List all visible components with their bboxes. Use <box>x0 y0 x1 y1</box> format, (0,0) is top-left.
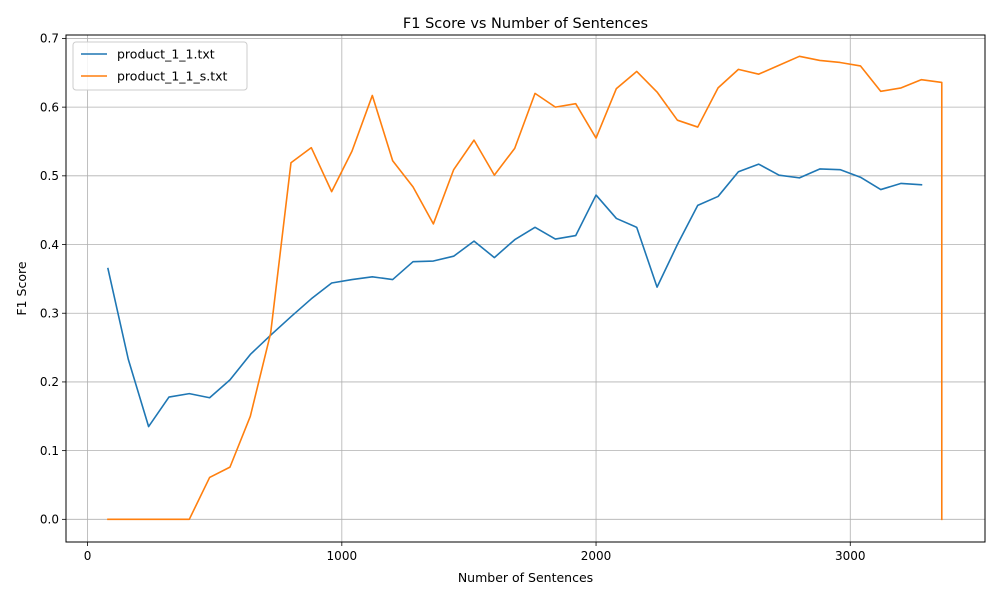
legend-label-product-1-1: product_1_1.txt <box>117 47 215 62</box>
y-axis-label: F1 Score <box>14 261 29 315</box>
x-axis-label: Number of Sentences <box>458 570 593 585</box>
y-tick-label: 0.6 <box>40 100 59 114</box>
x-axis-ticks: 0 1000 2000 3000 <box>84 542 866 563</box>
y-tick-label: 0.0 <box>40 513 59 527</box>
y-tick-label: 0.4 <box>40 238 59 252</box>
legend-box <box>72 41 248 91</box>
y-tick-label: 0.3 <box>40 307 59 321</box>
series-line-product-1-1 <box>106 163 923 428</box>
series-lines <box>106 55 943 521</box>
y-tick-label: 0.2 <box>40 375 59 389</box>
y-tick-label: 0.7 <box>40 32 59 46</box>
series-line-product-1-1-s <box>107 55 943 521</box>
x-tick-label: 0 <box>84 549 92 563</box>
y-tick-label: 0.5 <box>40 169 59 183</box>
y-tick-label: 0.1 <box>40 444 59 458</box>
legend-label-product-1-1-s: product_1_1_s.txt <box>117 69 228 84</box>
x-tick-label: 3000 <box>835 549 866 563</box>
x-tick-label: 2000 <box>581 549 612 563</box>
plot-frame <box>65 34 986 543</box>
chart-title: F1 Score vs Number of Sentences <box>403 16 648 32</box>
legend: product_1_1.txt product_1_1_s.txt <box>72 41 248 91</box>
x-tick-label: 1000 <box>327 549 358 563</box>
grid <box>66 35 985 542</box>
y-axis-ticks: 0.0 0.1 0.2 0.3 0.4 0.5 0.6 0.7 <box>40 32 66 527</box>
